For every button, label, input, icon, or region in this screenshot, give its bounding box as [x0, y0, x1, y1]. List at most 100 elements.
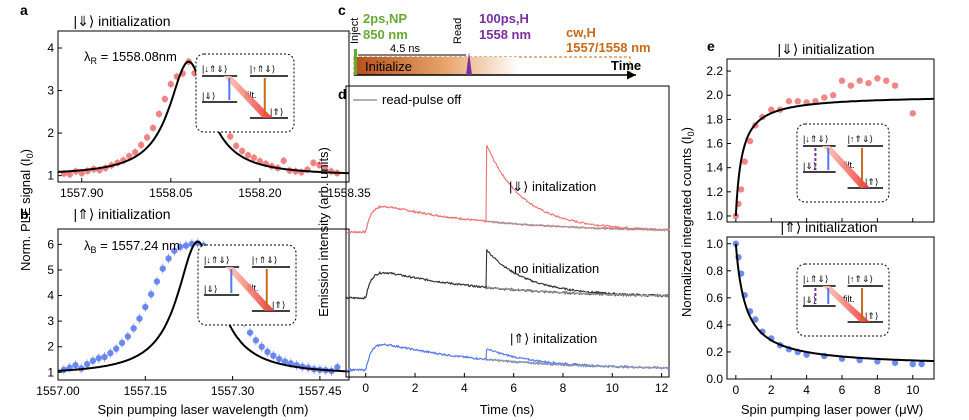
- data-point: [891, 359, 899, 366]
- level-label: |⇑⟩: [865, 177, 878, 187]
- level-label: |↑⇑⇓⟩: [848, 274, 873, 284]
- delay-label: 4.5 ns: [390, 43, 420, 55]
- inject-pulse: [354, 49, 357, 75]
- y-tick-label: 2: [47, 126, 54, 140]
- y-tick-label: 1.0: [706, 237, 723, 251]
- panel-b-y-ticks: 1 2 3 4 5 6: [47, 237, 62, 379]
- data-point: [124, 333, 132, 340]
- panel-a-lambda-label: λR = 1558.08nm: [84, 49, 177, 66]
- trace-read-response: [484, 144, 670, 232]
- data-point: [281, 358, 289, 365]
- trace3-label: |⇑⟩ initalization: [510, 331, 597, 346]
- panel-d-frame: [345, 85, 670, 378]
- x-tick-label: 2: [412, 381, 419, 395]
- read-label: Read: [452, 18, 464, 44]
- trace-read-pulse-off: [486, 220, 670, 231]
- x-tick-label: 1558.05: [149, 186, 193, 200]
- x-tick-label: 1557.90: [60, 186, 104, 200]
- y-tick-label: 2.2: [706, 64, 723, 78]
- data-point: [334, 364, 341, 371]
- e-y-axis-label: Normalized integrated counts (I0): [679, 127, 696, 317]
- level-label: |↑⇑⇓⟩: [848, 134, 873, 144]
- data-point: [227, 133, 234, 140]
- x-tick-label: 4: [803, 383, 810, 397]
- data-point: [794, 98, 801, 105]
- panel-e-top-frame: [726, 58, 935, 223]
- data-point: [258, 343, 265, 350]
- panel-a: a |⇓⟩ initialization 1 2 3 4 1557.90 1558.05…: [20, 2, 371, 200]
- trace2-label: no initialization: [514, 261, 599, 276]
- data-point: [72, 361, 79, 369]
- pulse1-line1: 2ps,NP: [363, 11, 407, 26]
- data-point: [153, 278, 161, 285]
- panel-d-traces: [345, 144, 670, 373]
- x-tick-label: 0: [733, 383, 740, 397]
- y-tick-label: 5: [47, 263, 54, 277]
- x-tick-label: 10: [906, 383, 920, 397]
- initialize-label: Initialize: [365, 59, 412, 74]
- data-point: [252, 337, 260, 344]
- data-point: [737, 186, 745, 193]
- panel-d: d 0 2 4 6 8 10 12 read-pulse off |⇓⟩ initaliza…: [316, 85, 670, 417]
- level-label: |⇓⟩: [204, 284, 217, 294]
- y-tick-label: 1.2: [706, 185, 723, 199]
- inject-label: Inject: [349, 18, 361, 44]
- data-point: [310, 159, 317, 167]
- panel-b-x-ticks: 1557.00 1557.15 1557.30 1557.45: [36, 376, 342, 398]
- d-y-axis-label: Emission intensity (arb. units): [316, 147, 331, 317]
- e-x-axis-label: Spin pumping laser power (μW): [741, 402, 923, 417]
- data-point: [821, 94, 828, 101]
- panel-e-letter: e: [707, 38, 715, 54]
- pulse2-line2: 1558 nm: [479, 27, 531, 42]
- data-point: [130, 325, 137, 332]
- panel-d-letter: d: [338, 86, 347, 102]
- y-tick-label: 1.0: [706, 209, 723, 223]
- data-point: [132, 149, 139, 156]
- level-label: |↑⇑⇓⟩: [252, 255, 277, 265]
- x-tick-label: 6: [839, 383, 846, 397]
- panel-e-bottom-y-ticks: 0.0 0.2 0.4 0.6 0.8 1.0: [706, 237, 731, 386]
- data-point: [113, 345, 120, 352]
- panel-b-frame: [57, 228, 350, 381]
- red-transition: [822, 286, 871, 322]
- data-point: [165, 255, 172, 262]
- y-tick-label: 4: [47, 41, 54, 55]
- trace-read-pulse-off: [486, 358, 670, 369]
- y-tick-label: 1: [47, 365, 54, 379]
- x-tick-label: 4: [461, 381, 468, 395]
- filter-label: filt.: [843, 294, 855, 304]
- x-tick-label: 8: [560, 381, 567, 395]
- data-point: [136, 315, 143, 322]
- level-label: |⇑⟩: [270, 107, 283, 117]
- panel-e-top-fit-curve: [734, 97, 934, 217]
- pulse1-line2: 850 nm: [363, 27, 408, 42]
- data-point: [322, 164, 329, 172]
- panel-c: c Inject Read 2ps,NP 850 nm 100ps,H 1558…: [338, 2, 651, 80]
- panel-c-letter: c: [338, 2, 346, 18]
- y-tick-label: 3: [47, 84, 54, 98]
- cw-line2: 1557/1558 nm: [566, 40, 651, 55]
- x-tick-label: 1557.00: [36, 384, 80, 398]
- red-transition: [225, 267, 275, 311]
- level-label: |⇑⟩: [865, 311, 878, 321]
- y-tick-label: 0.4: [706, 318, 723, 332]
- time-label: Time: [611, 58, 641, 73]
- data-point: [177, 243, 184, 251]
- panel-b-level-diagram: |↓⇑⇓⟩|↑⇑⇓⟩|⇓⟩|⇑⟩filt.: [197, 244, 297, 326]
- x-tick-label: 2: [768, 383, 775, 397]
- data-point: [785, 98, 793, 105]
- x-tick-label: 1557.15: [124, 384, 168, 398]
- y-tick-label: 1.6: [706, 137, 723, 151]
- data-point: [909, 110, 916, 117]
- data-point: [732, 240, 740, 247]
- data-point: [155, 110, 163, 118]
- filter-label: filt.: [843, 160, 855, 170]
- panel-e-title-top: |⇓⟩ initialization: [777, 41, 874, 57]
- data-point: [918, 360, 925, 368]
- d-x-axis-label: Time (ns): [480, 402, 534, 417]
- cw-line1: cw,H: [566, 25, 596, 40]
- panel-e-bottom-level-diagram: |↓⇑⇓⟩ |↑⇑⇓⟩ |⇓⟩ |⇑⟩ filt.: [796, 263, 890, 337]
- level-label: |↓⇑⇓⟩: [803, 134, 828, 144]
- panel-a-x-ticks: 1557.90 1558.05 1558.20 1558.35: [60, 178, 371, 200]
